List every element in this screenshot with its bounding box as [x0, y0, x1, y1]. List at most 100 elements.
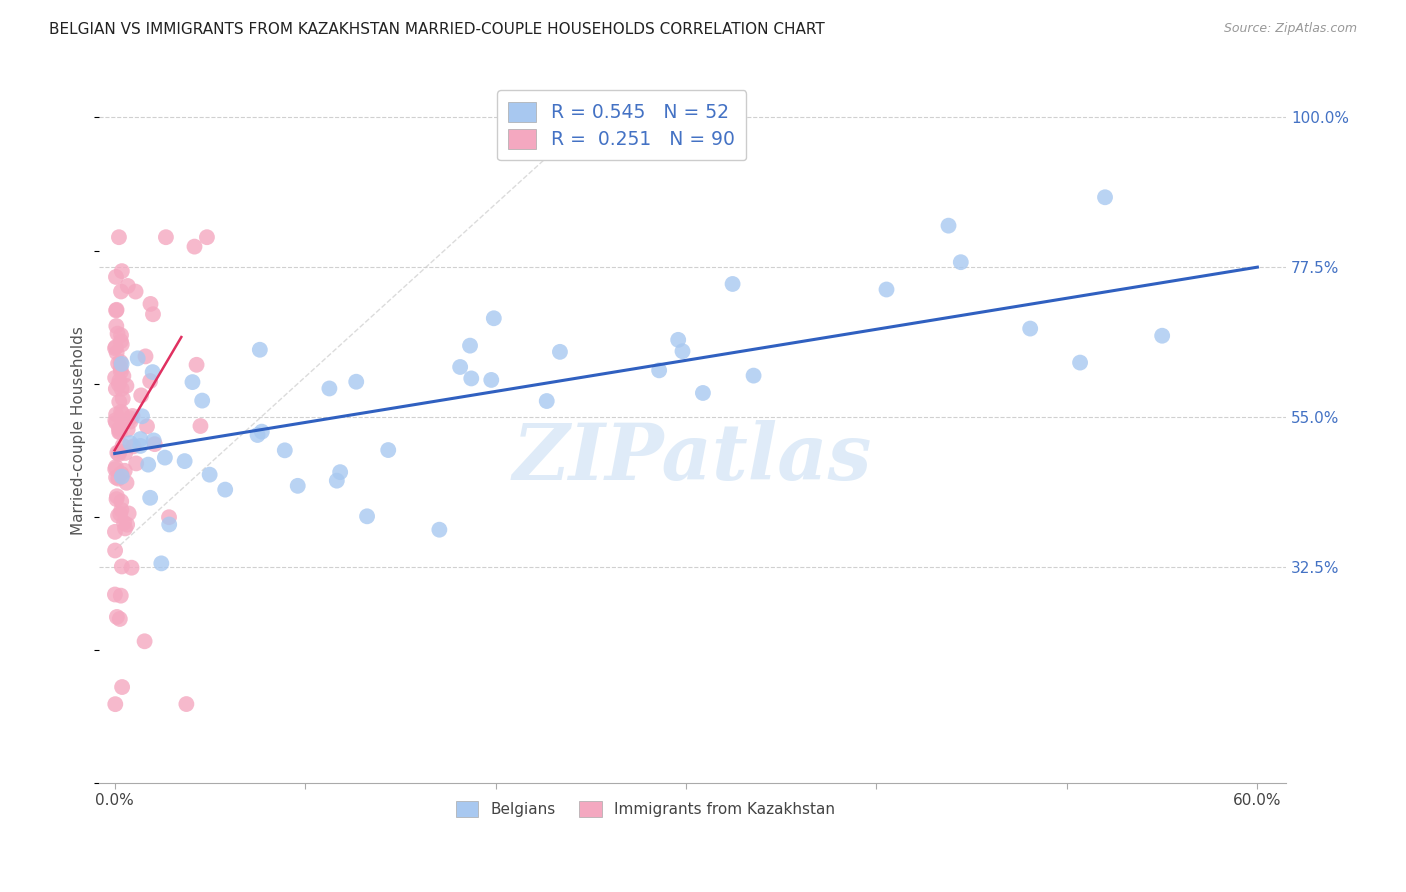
- Point: [108, 444, 131, 458]
- Point: [105, 445, 128, 459]
- Point: [107, 508, 129, 523]
- Point: [108, 374, 131, 388]
- Point: [108, 425, 131, 439]
- Point: [949, 255, 972, 269]
- Point: [198, 467, 221, 482]
- Point: [214, 483, 236, 497]
- Point: [548, 344, 571, 359]
- Point: [112, 516, 135, 530]
- Point: [449, 359, 471, 374]
- Point: [111, 264, 134, 278]
- Point: [1019, 321, 1042, 335]
- Point: [246, 428, 269, 442]
- Point: [692, 386, 714, 401]
- Point: [173, 454, 195, 468]
- Point: [153, 450, 176, 465]
- Point: [108, 377, 131, 392]
- Point: [108, 230, 131, 244]
- Point: [121, 409, 143, 423]
- Point: [142, 434, 165, 448]
- Point: [120, 436, 142, 450]
- Point: [104, 460, 127, 475]
- Point: [115, 475, 138, 490]
- Point: [191, 393, 214, 408]
- Point: [110, 382, 132, 396]
- Point: [122, 439, 145, 453]
- Point: [107, 472, 129, 486]
- Point: [134, 634, 156, 648]
- Point: [150, 557, 173, 571]
- Point: [111, 559, 134, 574]
- Point: [110, 355, 132, 369]
- Point: [329, 465, 352, 479]
- Point: [104, 587, 127, 601]
- Point: [105, 408, 128, 422]
- Point: [110, 334, 132, 348]
- Point: [183, 239, 205, 253]
- Point: [110, 361, 132, 376]
- Y-axis label: Married-couple Households: Married-couple Households: [72, 326, 86, 534]
- Point: [326, 474, 349, 488]
- Point: [136, 419, 159, 434]
- Point: [120, 415, 142, 429]
- Point: [125, 457, 148, 471]
- Point: [111, 337, 134, 351]
- Point: [460, 371, 482, 385]
- Point: [104, 697, 127, 711]
- Point: [107, 326, 129, 341]
- Point: [648, 363, 671, 377]
- Point: [114, 464, 136, 478]
- Point: [104, 413, 127, 427]
- Point: [111, 392, 134, 406]
- Point: [110, 285, 132, 299]
- Point: [157, 517, 180, 532]
- Point: [107, 447, 129, 461]
- Point: [110, 328, 132, 343]
- Point: [129, 432, 152, 446]
- Point: [111, 439, 134, 453]
- Point: [666, 333, 689, 347]
- Point: [427, 523, 450, 537]
- Point: [195, 230, 218, 244]
- Point: [129, 439, 152, 453]
- Point: [104, 269, 127, 284]
- Point: [1069, 355, 1091, 369]
- Point: [110, 494, 132, 508]
- Point: [115, 379, 138, 393]
- Point: [108, 422, 131, 436]
- Point: [114, 446, 136, 460]
- Point: [377, 443, 399, 458]
- Point: [104, 341, 127, 355]
- Point: [124, 285, 146, 299]
- Point: [104, 524, 127, 539]
- Point: [117, 279, 139, 293]
- Point: [108, 394, 131, 409]
- Point: [186, 358, 208, 372]
- Point: [111, 357, 134, 371]
- Point: [104, 340, 127, 354]
- Point: [1152, 328, 1174, 343]
- Point: [105, 470, 128, 484]
- Text: Source: ZipAtlas.com: Source: ZipAtlas.com: [1223, 22, 1357, 36]
- Point: [105, 416, 128, 430]
- Point: [249, 343, 271, 357]
- Point: [139, 374, 162, 388]
- Point: [104, 382, 127, 396]
- Point: [104, 462, 127, 476]
- Point: [134, 350, 156, 364]
- Point: [742, 368, 765, 383]
- Point: [181, 375, 204, 389]
- Point: [143, 437, 166, 451]
- Point: [131, 409, 153, 424]
- Point: [142, 365, 165, 379]
- Point: [157, 510, 180, 524]
- Point: [105, 492, 128, 507]
- Text: BELGIAN VS IMMIGRANTS FROM KAZAKHSTAN MARRIED-COUPLE HOUSEHOLDS CORRELATION CHAR: BELGIAN VS IMMIGRANTS FROM KAZAKHSTAN MA…: [49, 22, 825, 37]
- Point: [250, 425, 273, 439]
- Point: [112, 369, 135, 384]
- Point: [129, 388, 152, 402]
- Point: [107, 356, 129, 370]
- Point: [105, 303, 128, 318]
- Point: [105, 489, 128, 503]
- Legend: Belgians, Immigrants from Kazakhstan: Belgians, Immigrants from Kazakhstan: [449, 794, 842, 825]
